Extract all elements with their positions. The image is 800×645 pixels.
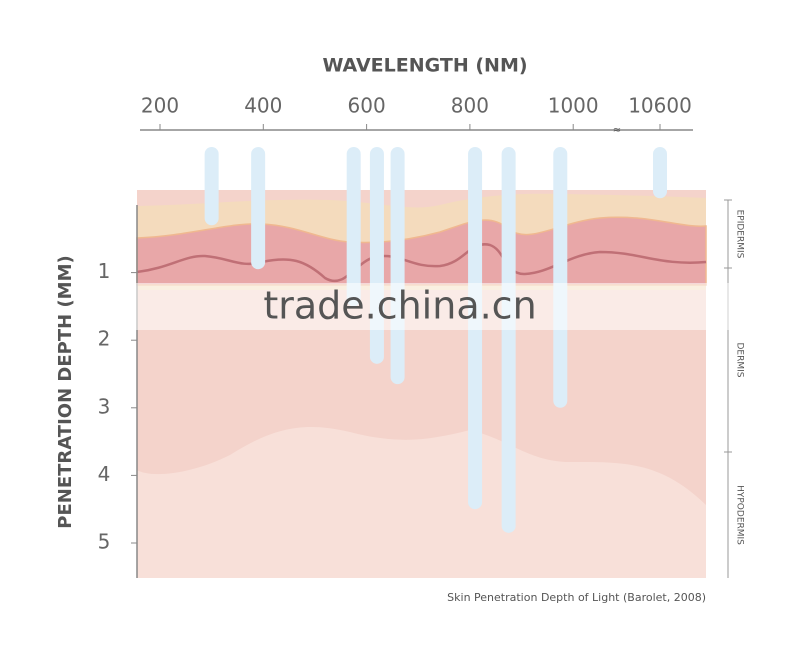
layer-label: HYPODERMIS (735, 485, 745, 545)
penetration-bar (369, 147, 384, 364)
caption: Skin Penetration Depth of Light (Barolet… (447, 591, 706, 604)
x-tick-label: 200 (141, 94, 179, 118)
x-tick-label: 800 (451, 94, 489, 118)
penetration-bar (553, 147, 568, 408)
penetration-bar (653, 147, 667, 199)
watermark: trade.china.cn (263, 284, 536, 328)
layer-label: DERMIS (735, 342, 745, 377)
x-tick-label: 1000 (548, 94, 599, 118)
y-tick-label: 3 (98, 394, 111, 418)
skin-layers (136, 190, 707, 578)
y-tick-label: 5 (98, 530, 111, 554)
penetration-bar (501, 147, 516, 533)
layer-label: EPIDERMIS (735, 210, 745, 259)
penetration-bar (346, 147, 361, 307)
penetration-bar (390, 147, 405, 385)
y-tick-label: 2 (98, 327, 111, 351)
watermark-band (90, 283, 800, 330)
y-tick-label: 4 (98, 462, 111, 486)
x-tick-label: 600 (348, 94, 386, 118)
axis-break: ≈ (613, 125, 621, 136)
x-tick-label: 400 (244, 94, 282, 118)
penetration-bar (204, 147, 219, 226)
skin-line (136, 243, 707, 283)
y-axis-label: PENETRATION DEPTH (MM) (55, 255, 76, 528)
hypodermis (137, 426, 706, 578)
penetration-bar (251, 147, 266, 270)
x-tick-label: 10600 (628, 94, 692, 118)
y-tick-label: 1 (98, 259, 111, 283)
chart-title: WAVELENGTH (NM) (322, 55, 527, 77)
